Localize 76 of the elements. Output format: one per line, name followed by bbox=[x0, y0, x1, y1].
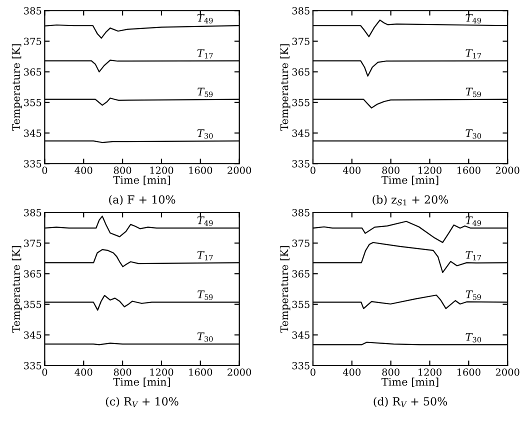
x-tick-label: 400 bbox=[74, 166, 92, 174]
series-label: T$_{30}$ bbox=[466, 129, 482, 139]
y-tick-label: 385 bbox=[292, 208, 310, 216]
y-tick-label: 355 bbox=[24, 98, 42, 106]
y-tick-label: 385 bbox=[292, 7, 310, 14]
y-tick-label: 355 bbox=[292, 300, 310, 308]
x-axis-title: Time [min] bbox=[382, 176, 438, 186]
series-label: T$_{59}$ bbox=[198, 290, 213, 300]
x-tick-label: 0 bbox=[42, 166, 48, 174]
text: (d) R$_{V}$ + 50% bbox=[374, 396, 448, 408]
y-tick-label: 385 bbox=[24, 208, 42, 216]
text: (a) F + 10% bbox=[109, 195, 176, 206]
y-tick-label: 345 bbox=[24, 331, 42, 339]
y-tick-label: 335 bbox=[292, 160, 310, 168]
y-tick-label: 385 bbox=[24, 7, 42, 14]
x-tick-label: 1200 bbox=[418, 368, 442, 376]
x-tick-label: 400 bbox=[342, 368, 361, 376]
legend-label: T$_{49}$ bbox=[466, 14, 482, 24]
text: (c) R$_{V}$ + 10% bbox=[106, 396, 178, 408]
series-label: T$_{59}$ bbox=[466, 88, 481, 98]
legend-label: T$_{49}$ bbox=[466, 216, 482, 226]
y-axis-title: Temperature [K] bbox=[12, 44, 22, 131]
x-tick-label: 2000 bbox=[228, 166, 252, 174]
x-tick-label: 1200 bbox=[150, 166, 174, 174]
y-tick-label: 345 bbox=[292, 331, 310, 339]
y-tick-label: 365 bbox=[292, 68, 310, 76]
x-tick-label: 1600 bbox=[189, 166, 212, 174]
x-tick-label: 800 bbox=[114, 368, 132, 376]
x-tick-label: 1600 bbox=[189, 368, 212, 376]
x-tick-label: 800 bbox=[382, 368, 400, 376]
x-tick-label: 1200 bbox=[418, 166, 442, 174]
y-axis-title: Temperature [K] bbox=[280, 44, 290, 131]
x-tick-label: 1600 bbox=[457, 368, 480, 376]
series-label: T$_{17}$ bbox=[466, 251, 481, 260]
y-tick-label: 365 bbox=[24, 68, 42, 76]
y-tick-label: 355 bbox=[292, 98, 310, 106]
series-label: T$_{30}$ bbox=[197, 332, 213, 342]
y-tick-label: 335 bbox=[292, 362, 310, 370]
x-axis-title: Time [min] bbox=[113, 176, 170, 186]
y-tick-label: 345 bbox=[292, 130, 310, 137]
y-tick-label: 375 bbox=[292, 240, 310, 247]
series-label: T$_{59}$ bbox=[466, 290, 481, 300]
y-axis-title: Temperature [K] bbox=[12, 246, 22, 333]
y-tick-label: 345 bbox=[24, 130, 42, 137]
series-label: T$_{59}$ bbox=[198, 88, 213, 98]
x-tick-label: 2000 bbox=[496, 368, 520, 376]
x-tick-label: 2000 bbox=[496, 166, 520, 174]
x-tick-label: 400 bbox=[342, 166, 361, 174]
y-tick-label: 375 bbox=[24, 38, 42, 46]
x-tick-label: 2000 bbox=[228, 368, 252, 376]
series-label: T$_{17}$ bbox=[466, 49, 481, 58]
x-axis-title: Time [min] bbox=[113, 378, 170, 387]
x-tick-label: 1200 bbox=[150, 368, 174, 376]
legend-label: T$_{49}$ bbox=[197, 216, 213, 226]
x-tick-label: 1600 bbox=[457, 166, 480, 174]
legend-label: T$_{49}$ bbox=[197, 14, 213, 24]
x-axis-title: Time [min] bbox=[382, 378, 438, 387]
x-tick-label: 0 bbox=[310, 166, 316, 174]
x-tick-label: 800 bbox=[382, 166, 400, 174]
y-tick-label: 355 bbox=[24, 300, 42, 308]
y-tick-label: 375 bbox=[292, 38, 310, 46]
y-axis-title: Temperature [K] bbox=[280, 246, 290, 333]
y-tick-label: 375 bbox=[24, 240, 42, 247]
series-label: T$_{17}$ bbox=[197, 251, 213, 260]
y-tick-label: 365 bbox=[292, 270, 310, 278]
x-tick-label: 0 bbox=[42, 368, 48, 376]
text: (b) z$_{S1}$ + 20% bbox=[372, 195, 448, 206]
x-tick-label: 800 bbox=[114, 166, 132, 174]
y-tick-label: 365 bbox=[24, 270, 42, 278]
x-tick-label: 0 bbox=[310, 368, 316, 376]
series-label: T$_{30}$ bbox=[197, 129, 213, 139]
series-label: T$_{30}$ bbox=[466, 333, 482, 342]
y-tick-label: 335 bbox=[24, 362, 42, 370]
series-label: T$_{17}$ bbox=[197, 49, 213, 58]
y-tick-label: 335 bbox=[24, 160, 42, 168]
x-tick-label: 400 bbox=[74, 368, 92, 376]
